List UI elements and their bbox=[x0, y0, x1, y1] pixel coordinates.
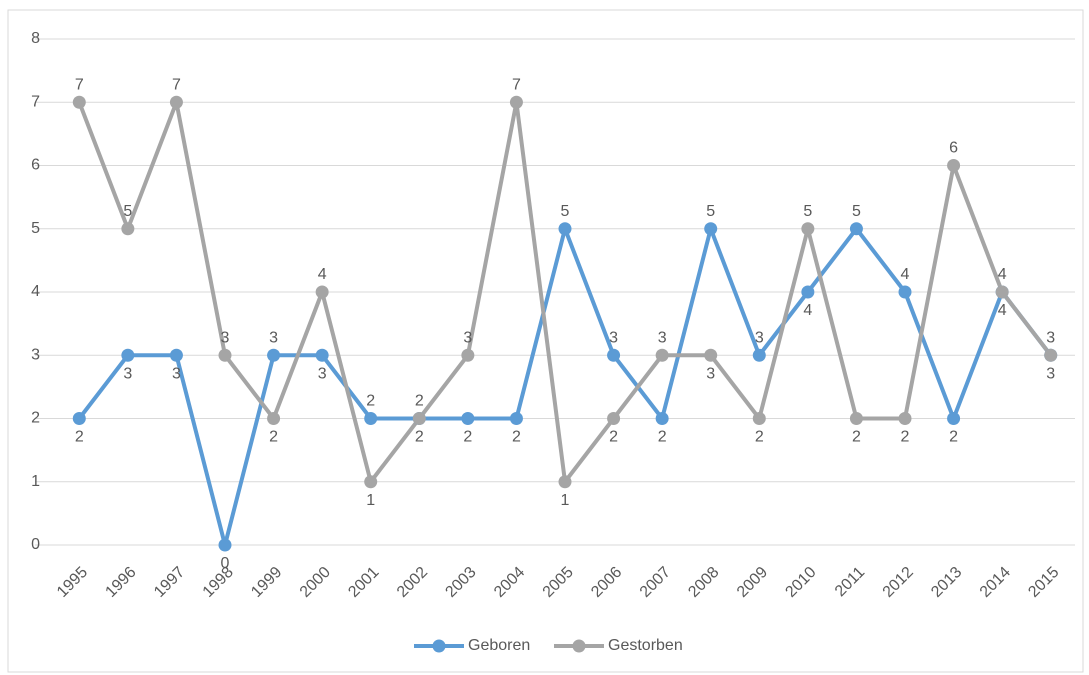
legend-marker bbox=[432, 639, 446, 653]
data-point bbox=[509, 95, 523, 109]
data-label: 7 bbox=[512, 76, 521, 93]
data-point bbox=[558, 475, 572, 489]
data-label: 3 bbox=[658, 329, 667, 346]
data-label: 3 bbox=[269, 329, 278, 346]
data-point bbox=[655, 412, 669, 425]
data-point bbox=[121, 348, 135, 362]
data-label: 4 bbox=[901, 266, 910, 283]
y-tick-label: 8 bbox=[31, 30, 40, 47]
data-point bbox=[558, 222, 572, 236]
data-label: 3 bbox=[318, 365, 327, 382]
data-point bbox=[898, 285, 912, 299]
data-label: 2 bbox=[901, 429, 910, 446]
data-label: 5 bbox=[852, 203, 861, 220]
data-label: 2 bbox=[755, 429, 764, 446]
data-label: 2 bbox=[415, 429, 424, 446]
data-point bbox=[947, 159, 961, 172]
data-point bbox=[169, 348, 183, 362]
y-tick-label: 4 bbox=[31, 283, 40, 300]
data-point bbox=[704, 222, 718, 236]
data-label: 4 bbox=[318, 266, 327, 283]
data-point bbox=[1044, 348, 1058, 362]
data-point bbox=[72, 412, 86, 425]
data-point bbox=[607, 412, 621, 425]
data-label: 4 bbox=[998, 266, 1007, 283]
data-label: 3 bbox=[463, 329, 472, 346]
data-label: 5 bbox=[561, 203, 570, 220]
data-point bbox=[267, 412, 281, 425]
data-point bbox=[509, 412, 523, 425]
data-point bbox=[947, 412, 961, 425]
legend-label: Geboren bbox=[468, 637, 530, 654]
data-point bbox=[898, 412, 912, 425]
data-label: 3 bbox=[123, 365, 132, 382]
data-label: 2 bbox=[366, 393, 375, 410]
data-label: 4 bbox=[803, 302, 812, 319]
data-point bbox=[169, 95, 183, 109]
data-label: 2 bbox=[269, 429, 278, 446]
data-point bbox=[315, 285, 329, 299]
data-point bbox=[461, 412, 475, 425]
data-point bbox=[412, 412, 426, 425]
data-point bbox=[607, 348, 621, 362]
data-label: 2 bbox=[852, 429, 861, 446]
legend-marker bbox=[572, 639, 586, 653]
data-label: 2 bbox=[609, 429, 618, 446]
data-label: 5 bbox=[803, 203, 812, 220]
y-tick-label: 1 bbox=[31, 473, 40, 490]
data-point bbox=[849, 222, 863, 236]
y-tick-label: 2 bbox=[31, 410, 40, 427]
data-label: 2 bbox=[75, 429, 84, 446]
data-label: 3 bbox=[1046, 365, 1055, 382]
data-label: 7 bbox=[75, 76, 84, 93]
data-point bbox=[995, 285, 1009, 299]
y-tick-label: 6 bbox=[31, 157, 40, 174]
data-point bbox=[364, 412, 378, 425]
data-label: 3 bbox=[172, 365, 181, 382]
data-point bbox=[752, 412, 766, 425]
data-point bbox=[461, 348, 475, 362]
data-point bbox=[315, 348, 329, 362]
data-label: 3 bbox=[609, 329, 618, 346]
data-label: 7 bbox=[172, 76, 181, 93]
data-point bbox=[752, 348, 766, 362]
data-label: 2 bbox=[949, 429, 958, 446]
data-point bbox=[218, 538, 232, 552]
data-point bbox=[849, 412, 863, 425]
data-label: 2 bbox=[512, 429, 521, 446]
data-label: 2 bbox=[658, 429, 667, 446]
data-label: 4 bbox=[998, 302, 1007, 319]
data-label: 1 bbox=[561, 492, 570, 509]
data-point bbox=[655, 348, 669, 362]
y-tick-label: 0 bbox=[31, 536, 40, 553]
y-tick-label: 5 bbox=[31, 220, 40, 237]
data-label: 3 bbox=[221, 329, 230, 346]
data-point bbox=[218, 348, 232, 362]
data-point bbox=[364, 475, 378, 489]
data-point bbox=[72, 95, 86, 109]
data-label: 6 bbox=[949, 140, 958, 157]
data-label: 5 bbox=[706, 203, 715, 220]
data-label: 3 bbox=[1046, 329, 1055, 346]
data-point bbox=[801, 285, 815, 299]
data-label: 1 bbox=[366, 492, 375, 509]
y-tick-label: 3 bbox=[31, 346, 40, 363]
data-point bbox=[121, 222, 135, 236]
data-label: 2 bbox=[463, 429, 472, 446]
data-label: 5 bbox=[123, 203, 132, 220]
data-label: 3 bbox=[706, 365, 715, 382]
legend-label: Gestorben bbox=[608, 637, 683, 654]
data-label: 0 bbox=[221, 555, 230, 572]
data-point bbox=[801, 222, 815, 236]
data-point bbox=[267, 348, 281, 362]
data-label: 2 bbox=[415, 393, 424, 410]
data-point bbox=[704, 348, 718, 362]
data-label: 3 bbox=[755, 329, 764, 346]
y-tick-label: 7 bbox=[31, 93, 40, 110]
